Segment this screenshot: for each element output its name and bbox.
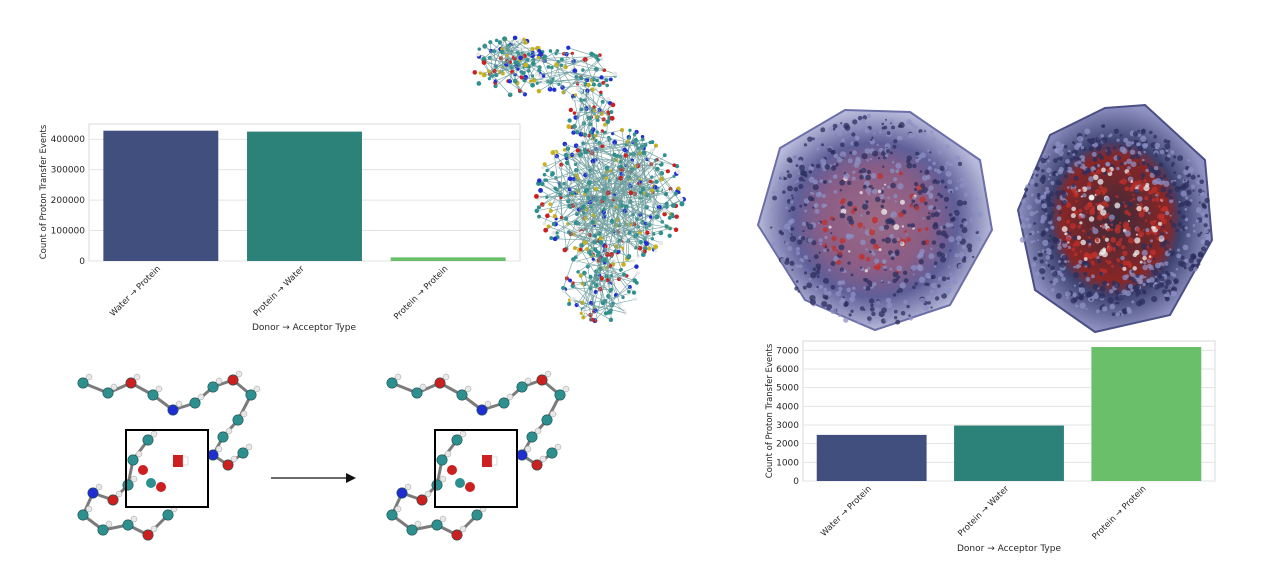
bar-3 <box>1091 346 1202 481</box>
y-tick-label: 7000 <box>776 346 799 356</box>
y-tick-label: 5000 <box>776 384 799 394</box>
y-tick-label: 100000 <box>51 227 86 237</box>
proton-transfer-before-image <box>77 370 261 541</box>
x-axis-label: Donor → Acceptor Type <box>957 544 1061 554</box>
y-tick-label: 0 <box>79 257 85 267</box>
y-tick-label: 300000 <box>51 166 86 176</box>
y-tick-label: 400000 <box>51 135 86 145</box>
y-axis-label: Count of Proton Transfer Events <box>39 124 49 259</box>
bar-2 <box>954 425 1064 481</box>
x-tick-label: Protein → Water <box>252 264 307 319</box>
highlight-box <box>125 429 209 508</box>
y-tick-label: 3000 <box>776 421 799 431</box>
bar-3 <box>390 257 506 261</box>
y-tick-label: 200000 <box>51 196 86 206</box>
protein-atoms <box>472 35 686 324</box>
x-axis-label: Donor → Acceptor Type <box>252 323 356 333</box>
right-arrow-icon <box>271 473 356 483</box>
y-tick-label: 2000 <box>776 440 799 450</box>
x-tick-label: Water → Protein <box>108 264 163 319</box>
bar-2 <box>247 131 362 261</box>
x-tick-label: Protein → Water <box>956 484 1011 539</box>
y-tick-label: 6000 <box>776 365 799 375</box>
highlight-box <box>434 429 518 508</box>
chart-left: 0 100000 200000 300000 400000 Water → Protei… <box>39 123 521 333</box>
molecule-atoms <box>77 370 261 541</box>
bar-1 <box>816 434 927 481</box>
x-tick-label: Protein → Protein <box>392 264 450 322</box>
capsid-surface-images <box>756 103 1214 334</box>
y-tick-label: 4000 <box>776 402 799 412</box>
chart-right: 0 1000 2000 3000 4000 5000 6000 7000 Water → Pr… <box>765 340 1216 554</box>
y-tick-label: 0 <box>793 477 799 487</box>
protein-structure-image <box>472 35 686 324</box>
proton-transfer-after-image <box>386 370 570 541</box>
bar-1 <box>103 130 219 261</box>
y-axis-label: Count of Proton Transfer Events <box>765 343 775 478</box>
x-tick-label: Water → Protein <box>819 484 874 539</box>
y-tick-label: 1000 <box>776 458 799 468</box>
x-tick-label: Protein → Protein <box>1090 484 1148 542</box>
molecule-atoms <box>386 370 570 541</box>
